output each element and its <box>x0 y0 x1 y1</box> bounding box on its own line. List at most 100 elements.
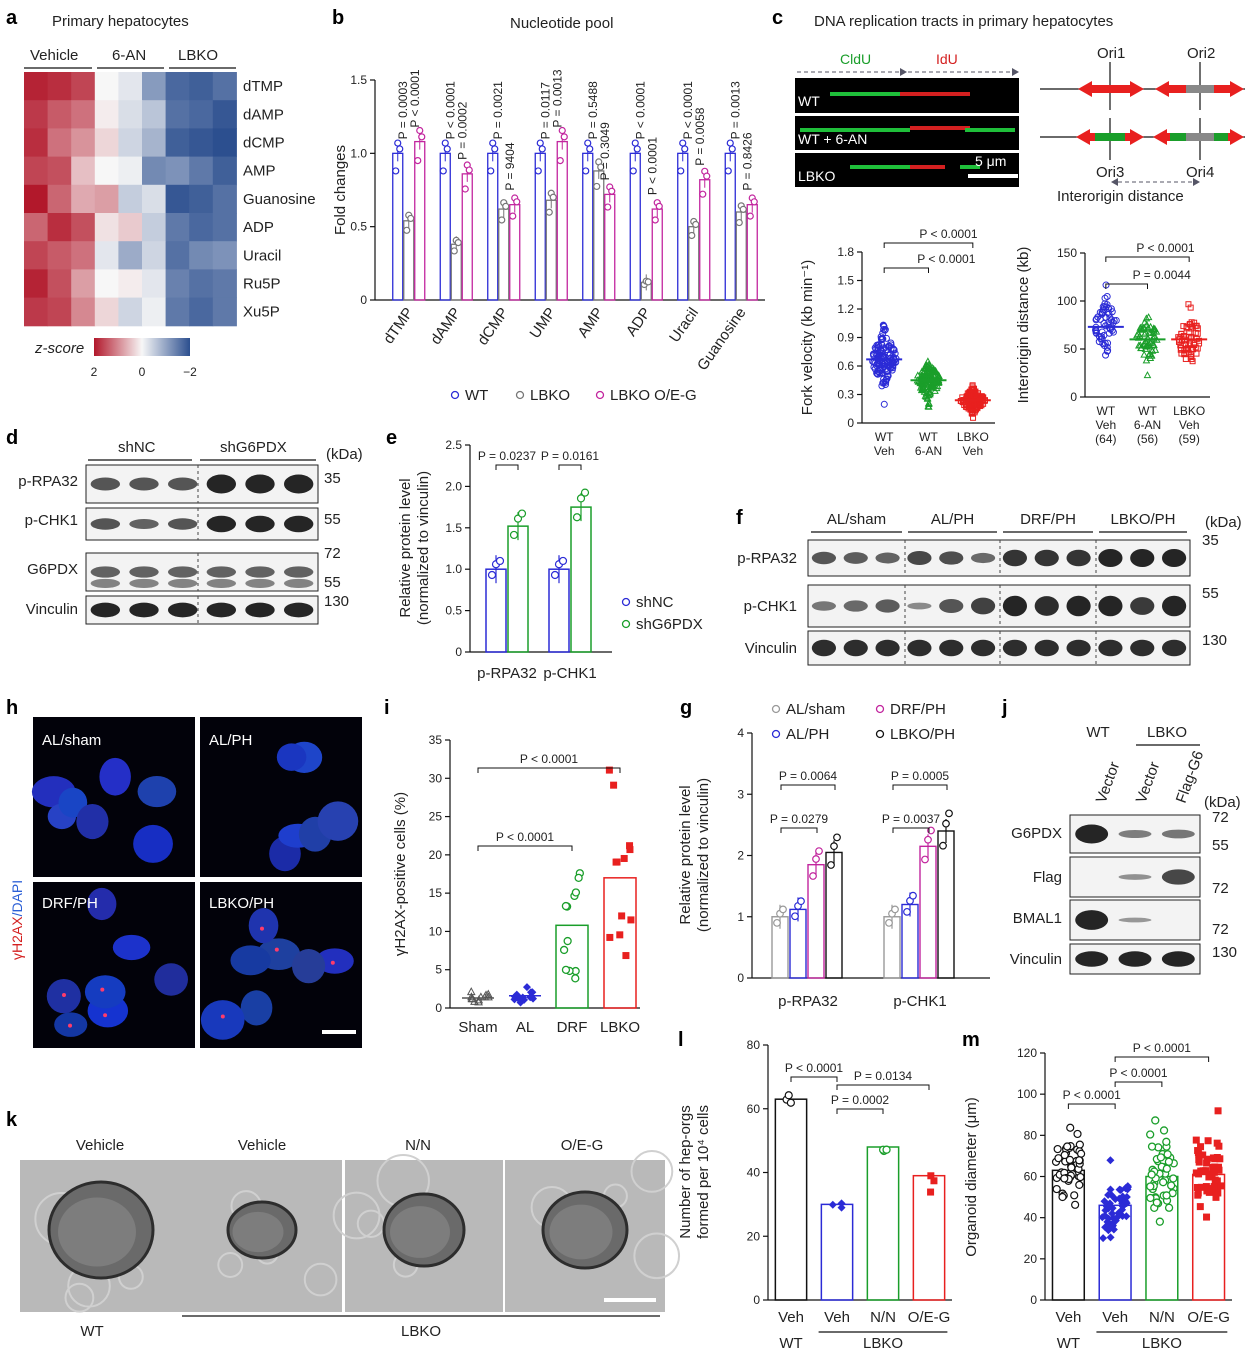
organoid-lumen <box>549 1204 613 1260</box>
chart-g-pvalue-bracket <box>780 784 836 790</box>
panel-letter-l: l <box>678 1029 684 1051</box>
heatmap-cell <box>212 269 237 299</box>
heatmap-cell <box>189 100 214 129</box>
chart-inter-point <box>1185 349 1192 356</box>
chart-inter-point <box>1103 347 1111 355</box>
chart-l-ylabel: Number of hep-orgs <box>677 1105 694 1238</box>
chart-fork-point <box>880 378 888 386</box>
chart-i-point <box>466 987 476 996</box>
chart-m-point <box>1217 1182 1225 1190</box>
chart-fork-point <box>919 384 928 392</box>
micro-scale-bar <box>322 1030 356 1034</box>
chart-i-ytick-label: 5 <box>435 963 442 977</box>
chart-m-pvalue-label: P < 0.0001 <box>1063 1088 1121 1102</box>
chart-i-ytick-label: 35 <box>429 733 443 747</box>
fiber-image-wt-6an <box>795 116 1019 150</box>
chart-m-point <box>1214 1163 1222 1171</box>
chart-g-point <box>921 855 929 864</box>
chart-e-pvalue-label: P = 0.0237 <box>478 449 536 463</box>
chart-b-point <box>724 167 732 175</box>
blot-f-band <box>1066 639 1091 657</box>
organoid-lumen <box>232 1211 284 1253</box>
blot-d-row-label: p-CHK1 <box>25 512 78 529</box>
chart-fork-ytick-label: 0 <box>847 416 854 430</box>
chart-g-bar <box>919 845 937 979</box>
blot-d-band <box>129 578 159 588</box>
panel-letter-f: f <box>736 507 743 529</box>
chart-inter-point <box>1177 346 1184 353</box>
chart-b-pvalue-label: P < 0.0001 <box>681 81 695 139</box>
chart-fork-category-label: Veh <box>962 444 983 458</box>
panel-letter-g: g <box>680 697 692 719</box>
chart-fork-point <box>878 348 886 356</box>
heatmap-cell <box>71 213 96 242</box>
chart-i-bar <box>603 877 637 1009</box>
heatmap-cell <box>189 128 214 158</box>
chart-fork-point <box>925 390 934 398</box>
chart-fork-point <box>925 388 934 396</box>
chart-m-point <box>1159 1126 1169 1135</box>
chart-fork-point <box>924 402 933 410</box>
nucleus <box>87 887 117 921</box>
chart-i-point <box>616 931 624 939</box>
panel-j: j WT LBKO Vector Vector Flag-G6(kDa) G6PDX Fla… <box>1001 697 1241 975</box>
heatmap-cell <box>165 269 190 299</box>
chart-b-pvalue-label: P = 0.0013 <box>728 81 742 139</box>
blot-f-strip <box>807 630 1191 666</box>
chart-l: 0 20 40 60 80 Veh Veh N/N O/E-G P < 0.0001 P = 0.0… <box>677 1038 952 1352</box>
nucleus <box>292 949 326 984</box>
organoid-images <box>20 1150 681 1313</box>
chart-m-point <box>1204 1137 1212 1145</box>
chart-b-point <box>439 167 447 175</box>
chart-i-category-label: AL <box>516 1019 534 1036</box>
heatmap-cell <box>24 184 49 214</box>
chart-b-pvalue-label: P = 0.0058 <box>693 107 707 165</box>
chart-m-point <box>1053 1144 1062 1154</box>
chart-b-point <box>392 167 400 175</box>
micro-side-label-blue: /DAPI <box>9 880 25 917</box>
chart-b-point <box>556 157 564 165</box>
chart-inter-point <box>1103 293 1111 301</box>
chart-l-pvalue-bracket <box>836 1108 884 1114</box>
nucleus <box>248 908 279 944</box>
chart-fork-ylabel: Fork velocity (kb min⁻¹) <box>799 260 816 415</box>
heatmap-cell <box>71 269 96 299</box>
chart-b-pvalue-label: P = 0.0002 <box>455 101 469 159</box>
chart-l-pvalue-label: P = 0.0002 <box>831 1093 889 1107</box>
blot-d-row-label: G6PDX <box>27 561 78 578</box>
chart-inter-ytick-label: 100 <box>1057 294 1077 308</box>
heatmap-cell <box>47 100 72 129</box>
chart-g: 0 1 2 3 4 Relative protein level (normalized t… <box>677 701 990 1010</box>
blot-d-band <box>167 477 198 491</box>
heatmap-cell <box>24 213 49 242</box>
chart-g-legend-label: AL/sham <box>786 701 845 718</box>
chart-inter-point <box>1099 340 1107 348</box>
chart-fork-point <box>886 342 894 350</box>
organoid-label-wt-vehicle: Vehicle <box>76 1137 124 1154</box>
chart-m-point <box>1156 1153 1166 1162</box>
chart-b-pvalue-label: P < 0.0001 <box>645 137 659 195</box>
heatmap-cell <box>94 128 119 158</box>
nucleus <box>137 775 177 808</box>
heatmap-cell <box>47 72 72 101</box>
chart-b-bar-wt <box>439 152 451 301</box>
chart-b-category-label: ADP <box>623 305 655 340</box>
chart-m-point <box>1071 1200 1080 1209</box>
chart-i-point <box>563 936 572 946</box>
chart-b-point <box>394 139 402 147</box>
chart-b-bar-wt <box>582 152 594 301</box>
chart-i-pvalue-bracket <box>477 767 621 773</box>
chart-inter-category-label: Veh <box>1179 418 1200 432</box>
chart-inter-point <box>1178 350 1185 357</box>
heatmap-cell <box>212 156 237 186</box>
heatmap-cell <box>142 100 167 129</box>
blot-f-group-label: AL/sham <box>827 511 886 528</box>
chart-b-point <box>739 205 747 213</box>
blot-f-band <box>1130 597 1155 615</box>
chart-m-ytick-label: 100 <box>1017 1087 1037 1101</box>
chart-i-point <box>605 766 613 774</box>
heatmap-cell <box>118 269 143 299</box>
chart-m-point <box>1162 1164 1172 1173</box>
panel-d: d shNC shG6PDX (kDa) p-RPA32 p-CHK1 G6PDX V… <box>6 427 363 625</box>
chart-e-point <box>576 494 586 503</box>
